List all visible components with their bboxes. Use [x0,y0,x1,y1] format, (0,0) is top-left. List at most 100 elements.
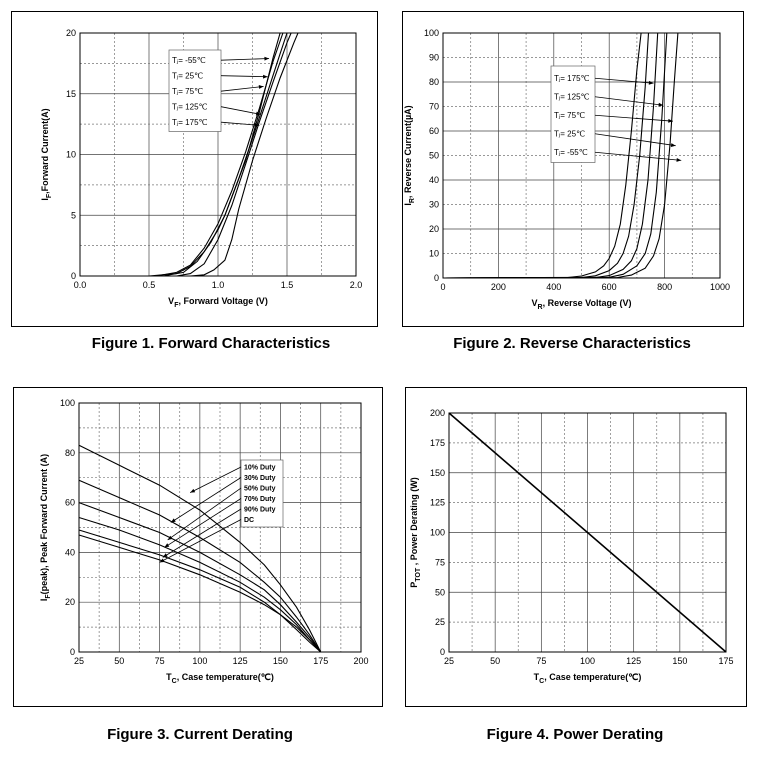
y-tick-label: 60 [65,498,75,508]
plot-frame [78,402,362,653]
y-tick-label: 80 [65,448,75,458]
legend-arrowhead [264,56,270,61]
y-tick-label: 150 [430,468,445,478]
x-tick-label: 1.5 [281,280,294,290]
legend-box [240,459,284,528]
figure-1-panel: 0.0 0.5 1.0 1.5 2.0 0 5 10 15 20 VF, Forward Volta… [11,11,378,327]
legend-arrowhead [190,488,196,493]
series-line-5 [78,529,322,653]
legend-label: Tⱼ= 125℃ [554,92,590,101]
series-line-3 [78,502,322,653]
series-line-5 [442,32,679,279]
legend-arrow [594,133,676,147]
y-tick-label: 25 [435,617,445,627]
series-line-1 [78,444,322,653]
figure-2-panel: 0 200 400 600 800 1000 0 10 20 30 40 50 60 70 80 90 100 V… [402,11,744,327]
legend-label: Tⱼ= -55℃ [554,148,588,157]
legend-arrowhead [167,535,173,540]
x-axis-label: VF, Forward Voltage (V) [168,296,268,309]
y-tick-label: 15 [66,89,76,99]
x-axis-label: TC, Case temperature(℃) [534,672,642,685]
y-tick-label: 125 [430,498,445,508]
legend-arrow [162,508,242,558]
y-tick-label: 175 [430,438,445,448]
x-tick-label: 50 [114,656,124,666]
grid-lines [449,413,726,652]
series-line-2 [78,479,322,653]
legend-label: Tⱼ= 75℃ [172,87,203,96]
legend-arrow [220,121,260,126]
series-line-6 [78,534,322,653]
x-tick-label: 0.5 [143,280,156,290]
legend-arrow [594,151,682,161]
legend-arrow [159,519,242,563]
legend-arrowhead [162,553,168,558]
y-tick-label: 100 [60,398,75,408]
legend-label: Tⱼ= 25℃ [554,129,585,138]
legend-arrowhead [255,111,261,116]
y-axis-label: IR, Reverse Current(µA) [403,105,416,205]
reverse-characteristics-chart: 0 200 400 600 800 1000 0 10 20 30 40 50 60 70 80 90 100 V… [403,28,730,311]
x-tick-label: 75 [536,656,546,666]
y-tick-label: 60 [429,126,439,136]
legend-label: 30% Duty [244,475,276,482]
x-tick-label: 150 [273,656,288,666]
y-axis-label: PTOT , Power Derating (W) [409,477,422,587]
legend-label: Tⱼ= 175℃ [554,74,590,83]
legend-arrowhead [658,102,664,107]
legend-arrowhead [670,143,676,147]
y-tick-label: 90 [429,53,439,63]
x-tick-label: 1000 [710,282,730,292]
x-tick-label: 0.0 [74,280,87,290]
x-tick-label: 150 [672,656,687,666]
y-axis-label: IF,Forward Current(A) [40,108,53,200]
y-tick-label: 10 [429,249,439,259]
legend-arrow [220,86,264,92]
figure-2-caption: Figure 2. Reverse Characteristics [453,335,691,352]
y-tick-label: 70 [429,102,439,112]
x-tick-label: 2.0 [350,280,363,290]
x-tick-label: 1.0 [212,280,225,290]
y-tick-label: 100 [424,28,439,38]
y-tick-label: 0 [70,647,75,657]
x-tick-label: 200 [491,282,506,292]
current-derating-chart: 25 50 75 100 125 150 175 200 0 20 40 60 80 100 TC, Cas… [39,398,369,685]
plot-frame [79,32,357,277]
legend-arrow [220,75,268,78]
y-tick-label: 20 [65,597,75,607]
figure-3-caption: Figure 3. Current Derating [107,726,293,743]
y-tick-label: 0 [434,273,439,283]
legend-arrow [167,487,242,541]
series-line-4 [80,32,292,277]
legend-label: 90% Duty [244,506,276,513]
legend-arrow [594,114,673,122]
y-tick-label: 100 [430,528,445,538]
legend-label: DC [244,517,254,524]
y-tick-label: 0 [440,647,445,657]
x-tick-label: 800 [657,282,672,292]
y-tick-label: 40 [65,547,75,557]
y-tick-label: 20 [429,224,439,234]
x-tick-label: 50 [490,656,500,666]
y-tick-label: 75 [435,557,445,567]
x-tick-label: 25 [74,656,84,666]
y-tick-label: 200 [430,408,445,418]
y-tick-label: 0 [71,271,76,281]
figure-4-panel: 25 50 75 100 125 150 175 0 25 50 75 100 125 150 175 200… [405,387,747,707]
legend-arrowhead [263,74,268,79]
figure-1-caption: Figure 1. Forward Characteristics [91,335,331,352]
legend-arrow [594,96,664,106]
x-tick-label: 125 [233,656,248,666]
legend-arrowhead [668,118,673,123]
power-derating-chart: 25 50 75 100 125 150 1750255075100125150175200… [409,408,734,685]
y-tick-label: 40 [429,175,439,185]
x-tick-label: 400 [546,282,561,292]
legend-label: Tⱼ= 75℃ [554,111,585,120]
x-tick-label: 25 [444,656,454,666]
x-tick-label: 75 [155,656,165,666]
series-line-3 [80,32,288,277]
series-line-3 [442,32,659,279]
legend-arrowhead [159,558,165,563]
legend-arrowhead [676,158,682,162]
y-tick-label: 30 [429,200,439,210]
